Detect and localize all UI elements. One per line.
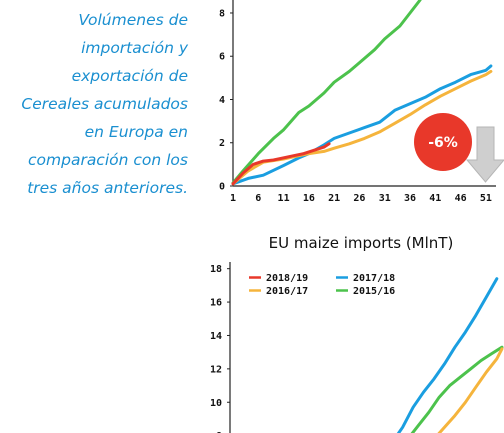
chart-legend: 2018/19 2017/18 2016/17 2015/16 [249, 273, 395, 297]
x-tick-label: 16 [303, 193, 315, 204]
y-tick-label: 12 [210, 364, 222, 375]
x-tick-label: 11 [278, 193, 290, 204]
chart-1-series [231, 0, 493, 186]
y-tick-label: 4 [219, 95, 225, 106]
series-line-2017-18 [231, 64, 493, 186]
series-line-2017-18 [396, 277, 499, 433]
chart-title: EU maize imports (MlnT) [269, 234, 454, 252]
chart-eu-maize-imports: EU maize imports (MlnT) 8 10 12 14 16 18 2018… [210, 234, 504, 433]
legend-label: 2015/16 [353, 286, 395, 297]
x-tick-label: 26 [353, 193, 365, 204]
series-line-2016-17 [437, 347, 504, 433]
down-arrow-icon [465, 126, 504, 183]
y-tick-label: 16 [210, 298, 222, 309]
badge-label: -6% [428, 135, 458, 151]
y-tick-label: 6 [219, 52, 225, 63]
x-tick-label: 41 [429, 193, 441, 204]
y-tick-label: 18 [210, 264, 222, 275]
y-tick-label: 0 [219, 182, 225, 193]
series-line-2015-16 [410, 345, 504, 433]
caption-line: Volúmenes de [78, 11, 188, 29]
x-tick-label: 21 [328, 193, 340, 204]
series-line-2018-19 [231, 142, 331, 186]
legend-label: 2016/17 [266, 286, 308, 297]
caption-line: en Europa en [84, 123, 188, 141]
y-tick-label: 2 [219, 138, 225, 149]
y-tick-label: 14 [210, 331, 222, 342]
legend-label: 2017/18 [353, 273, 395, 284]
x-tick-label: 46 [455, 193, 467, 204]
x-tick-label: 31 [379, 193, 391, 204]
x-tick-label: 51 [480, 193, 492, 204]
caption-line: exportación de [71, 67, 188, 85]
legend-label: 2018/19 [266, 273, 308, 284]
x-tick-label: 36 [404, 193, 416, 204]
series-line-2015-16 [231, 0, 422, 185]
chart-2-axes: 8 10 12 14 16 18 [210, 262, 231, 433]
caption-line: tres años anteriores. [27, 179, 188, 197]
y-tick-label: 8 [216, 431, 222, 433]
caption-line: comparación con los [28, 151, 188, 169]
caption-text: Volúmenes de importación y exportación d… [0, 6, 188, 202]
x-tick-label: 6 [255, 193, 261, 204]
change-badge: -6% [414, 113, 504, 183]
chart-2-series [396, 277, 504, 433]
caption-line: Cereales acumulados [21, 95, 188, 113]
badge-circle [414, 113, 472, 171]
y-tick-label: 10 [210, 398, 222, 409]
x-tick-label: 1 [230, 193, 236, 204]
caption-line: importación y [81, 39, 188, 57]
y-tick-label: 8 [219, 8, 225, 19]
